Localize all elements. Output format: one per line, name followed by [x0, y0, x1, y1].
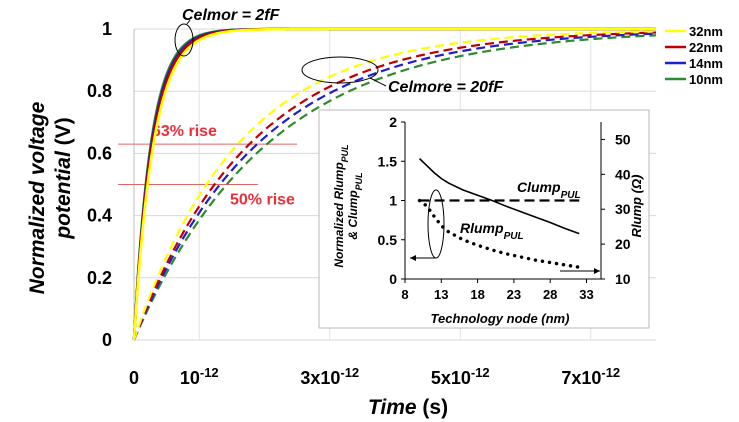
- main-x-tick-exp: -12: [340, 365, 359, 380]
- inset-right-arrowhead: [594, 268, 600, 274]
- main-y-tick-label: 0.8: [87, 81, 112, 101]
- inset-y-right-tick-label: 10: [615, 271, 631, 287]
- celmore-leader: [369, 77, 387, 87]
- inset-label-rlump-text: Rlump: [460, 220, 504, 236]
- y-axis-title-line1: Normalized voltage: [26, 101, 49, 294]
- celmor-leader: [186, 19, 191, 25]
- inset-label-rlump-sub: PUL: [504, 231, 524, 242]
- inset-y-left-title-line1: Normalized RlumpPUL: [332, 144, 350, 267]
- inset-y-left-tick-label: 0: [389, 271, 397, 287]
- main-x-tick-base: 7x10: [561, 368, 601, 388]
- main-series: [132, 27, 657, 341]
- main-x-tick-label: 5x10-12: [431, 365, 490, 389]
- reference-lines: 63% rise 50% rise: [118, 123, 298, 209]
- inset-label-rlump: RlumpPUL: [460, 220, 524, 242]
- main-y-tick-label: 0.6: [87, 143, 112, 163]
- legend-label: 32nm: [689, 24, 723, 39]
- legend-label: 10nm: [689, 72, 723, 87]
- main-x-tick-exp: -12: [601, 365, 620, 380]
- inset-x-tick-label: 33: [579, 287, 593, 302]
- inset-y-left-tick-label: 1.5: [378, 153, 398, 169]
- inset-frame: [318, 109, 650, 329]
- inset-label-clump-text: Clump: [517, 179, 561, 195]
- y-axis-title-unit: (V): [52, 117, 75, 145]
- main-y-tick-label: 1: [102, 19, 112, 39]
- x-axis-title-word: Time: [368, 396, 417, 419]
- y-axis-title-line2: potential (V): [52, 117, 75, 239]
- inset-y-right-tick-label: 20: [615, 236, 631, 252]
- inset-label-clump-sub: PUL: [561, 190, 581, 201]
- inset-series-rlump-pul: [417, 198, 581, 269]
- x-axis-title: Time (s): [368, 396, 448, 419]
- y-axis-title-word: potential: [52, 150, 75, 240]
- main-x-tick-base: 3x10: [300, 368, 340, 388]
- x-axis-title-unit: (s): [422, 396, 448, 419]
- inset-left-arrowhead: [410, 255, 416, 261]
- inset-series-rlump-ohm: [418, 158, 580, 235]
- reference-label-50: 50% rise: [230, 192, 295, 209]
- inset-y-right-tick-label: 40: [615, 166, 631, 182]
- inset-label-clump: ClumpPUL: [517, 179, 581, 201]
- celmor-ellipse: [174, 23, 194, 57]
- inset-y-left-title-text2: & Clump: [346, 190, 360, 239]
- series-line-32nm-celmore: [132, 30, 657, 341]
- celmor-label: Celmor = 2fF: [182, 7, 281, 24]
- main-x-tick-label: 10-12: [180, 365, 219, 389]
- legend-label: 14nm: [689, 56, 723, 71]
- legend-label: 22nm: [689, 40, 723, 55]
- main-x-tick-label: 0: [129, 368, 139, 388]
- main-y-tick-label: 0: [102, 330, 112, 350]
- inset-x-tick-label: 18: [470, 287, 484, 302]
- inset-y-left-tick-label: 2: [389, 114, 397, 130]
- inset-y-left-title-sub2: PUL: [354, 172, 364, 190]
- series-line-32nm-celmor: [132, 27, 656, 341]
- main-x-tick-base: 5x10: [431, 368, 471, 388]
- inset-y-left-title-line2: & ClumpPUL: [346, 172, 364, 239]
- inset-y-left-title-sub1: PUL: [340, 144, 350, 162]
- inset-x-tick-label: 8: [401, 287, 408, 302]
- inset-x-tick-label: 28: [543, 287, 557, 302]
- celmore-ellipse: [301, 56, 379, 84]
- inset-y-right-title: Rlump (Ω): [629, 175, 644, 238]
- inset-chart: 0 0.5 1 1.5 2 10 20 30 40 50 8 13 18 23 28 33 Normalize…: [318, 109, 650, 329]
- celmore-label: Celmore = 20fF: [388, 79, 504, 96]
- inset-x-title: Technology node (nm): [431, 311, 570, 326]
- main-x-tick-label: 7x10-12: [561, 365, 620, 389]
- main-x-ticks: 0 10-12 3x10-12 5x10-12 7x10-12: [129, 365, 620, 389]
- inset-y-right-tick-label: 30: [615, 201, 631, 217]
- series-line-14nm-celmore: [132, 32, 657, 341]
- main-x-tick-base: 10: [180, 368, 200, 388]
- inset-series: [417, 158, 581, 269]
- main-x-tick-exp: -12: [200, 365, 219, 380]
- inset-axes: 0 0.5 1 1.5 2 10 20 30 40 50 8 13 18 23 28 33: [378, 114, 631, 302]
- main-y-tick-label: 0.4: [87, 206, 112, 226]
- inset-x-tick-label: 13: [434, 287, 448, 302]
- series-line-10nm-celmore: [132, 34, 657, 341]
- inset-y-left-tick-label: 0.5: [378, 232, 398, 248]
- inset-y-left-title-text1: Normalized Rlump: [332, 162, 346, 267]
- main-x-tick-label: 3x10-12: [300, 365, 359, 389]
- inset-x-tick-label: 23: [507, 287, 521, 302]
- reference-label-63: 63% rise: [152, 123, 217, 140]
- inset-y-right-tick-label: 50: [615, 131, 631, 147]
- main-y-tick-label: 0.2: [87, 268, 112, 288]
- series-line-22nm-celmore: [132, 31, 657, 341]
- main-x-tick-exp: -12: [471, 365, 490, 380]
- inset-y-left-tick-label: 1: [389, 193, 397, 209]
- main-y-ticks: 0 0.2 0.4 0.6 0.8 1: [87, 19, 112, 350]
